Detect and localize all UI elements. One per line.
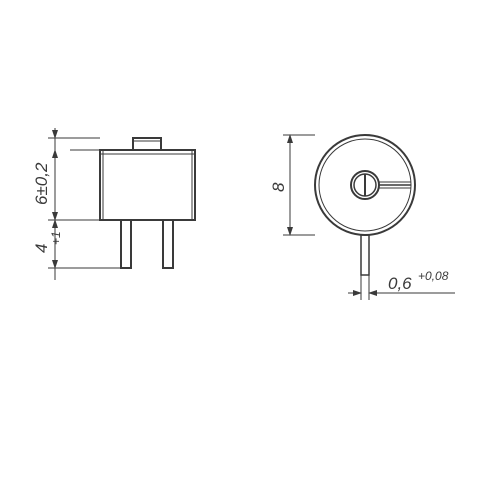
dim-pin-thickness: 0,6: [388, 274, 412, 293]
dim-pin-thickness-tol: +0,08: [418, 269, 449, 283]
dim-pin-length-tol: +1: [49, 231, 63, 245]
side-view: [100, 138, 195, 268]
dim-diameter: 8: [269, 182, 288, 192]
technical-drawing: 6±0,2 4 +1 8 0,6: [0, 0, 500, 500]
front-view: [315, 135, 415, 275]
dim-height: 6±0,2: [32, 162, 51, 205]
